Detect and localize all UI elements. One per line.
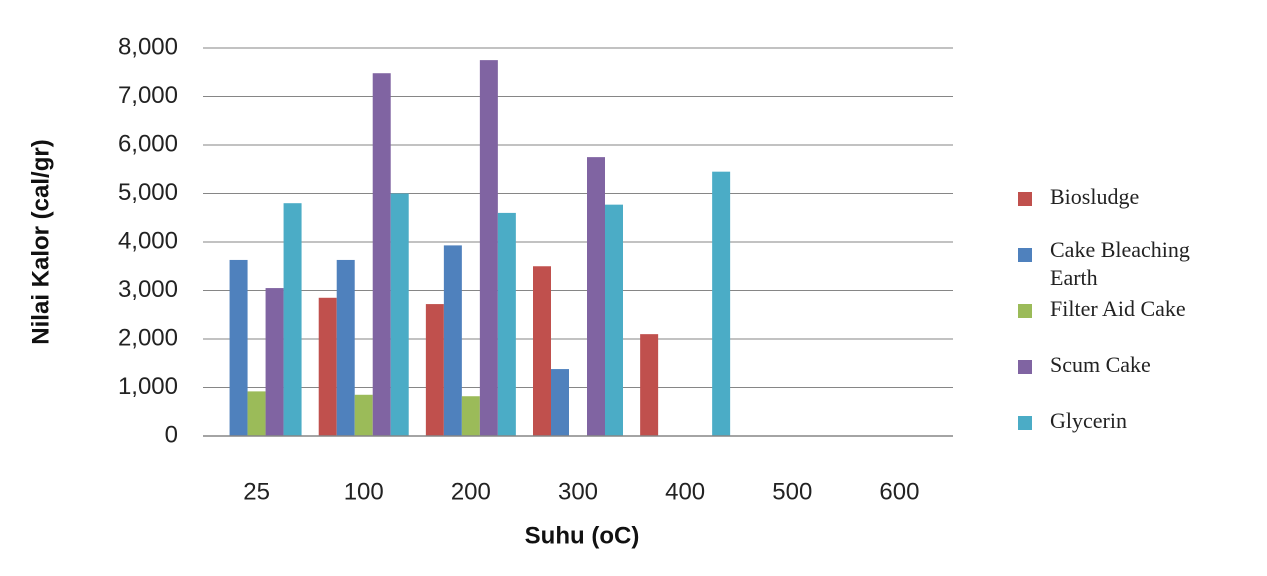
- bar-cake-bleaching-earth-200: [443, 245, 462, 436]
- x-tick-label: 25: [243, 478, 270, 505]
- x-tick-label: 500: [772, 478, 812, 505]
- y-tick-label: 7,000: [118, 82, 178, 109]
- y-tick-label: 8,000: [118, 33, 178, 60]
- x-tick-label: 100: [344, 478, 384, 505]
- legend-label: Biosludge: [1050, 184, 1139, 209]
- bar-scum-cake-100: [372, 73, 391, 436]
- bar-cake-bleaching-earth-25: [229, 259, 248, 436]
- y-tick-label: 6,000: [118, 130, 178, 157]
- legend-label: Filter Aid Cake: [1050, 296, 1186, 321]
- bar-scum-cake-200: [479, 60, 498, 436]
- y-tick-label: 5,000: [118, 179, 178, 206]
- y-tick-label: 1,000: [118, 373, 178, 400]
- bar-filter-aid-cake-200: [461, 396, 480, 436]
- x-tick-label: 600: [879, 478, 919, 505]
- bar-cake-bleaching-earth-300: [551, 369, 569, 436]
- bar-scum-cake-300: [587, 157, 605, 436]
- y-tick-label: 0: [165, 421, 178, 448]
- bar-biosludge-200: [425, 304, 444, 436]
- y-tick-label: 2,000: [118, 324, 178, 351]
- gridlines: [203, 47, 953, 388]
- legend-label: Cake Bleaching Earth: [1050, 237, 1190, 290]
- x-tick-label: 300: [558, 478, 598, 505]
- legend-swatch: [1018, 248, 1032, 262]
- x-axis-ticks: 25 100 200 300 400 500 600: [243, 478, 919, 505]
- bar-scum-cake-25: [265, 288, 284, 436]
- bar-filter-aid-cake-100: [354, 394, 373, 436]
- x-tick-label: 400: [665, 478, 705, 505]
- legend-label: Scum Cake: [1050, 352, 1151, 377]
- bar-glycerin-400: [712, 171, 731, 437]
- legend-label: Glycerin: [1050, 408, 1127, 433]
- bars: [229, 60, 731, 437]
- y-axis-ticks: 0 1,000 2,000 3,000 4,000 5,000 6,000 7,000 8,00…: [118, 33, 178, 448]
- bar-glycerin-100: [390, 193, 409, 436]
- y-tick-label: 3,000: [118, 276, 178, 303]
- legend-swatch: [1018, 416, 1032, 430]
- legend-swatch: [1018, 360, 1032, 374]
- bar-biosludge-400: [640, 334, 659, 436]
- bar-glycerin-25: [283, 203, 302, 436]
- legend-swatch: [1018, 192, 1032, 206]
- x-axis-title: Suhu (oC): [525, 522, 640, 549]
- legend-swatch: [1018, 304, 1032, 318]
- bar-glycerin-300: [605, 204, 623, 436]
- x-tick-label: 200: [451, 478, 491, 505]
- legend: Biosludge Cake Bleaching Earth Filter Aid C…: [1018, 184, 1190, 433]
- y-axis-title: Nilai Kalor (cal/gr): [27, 139, 54, 344]
- bar-glycerin-200: [497, 212, 516, 436]
- y-tick-label: 4,000: [118, 227, 178, 254]
- bar-cake-bleaching-earth-100: [336, 259, 355, 436]
- bar-filter-aid-cake-25: [247, 391, 266, 436]
- bar-biosludge-100: [318, 297, 337, 436]
- bar-biosludge-300: [533, 266, 551, 436]
